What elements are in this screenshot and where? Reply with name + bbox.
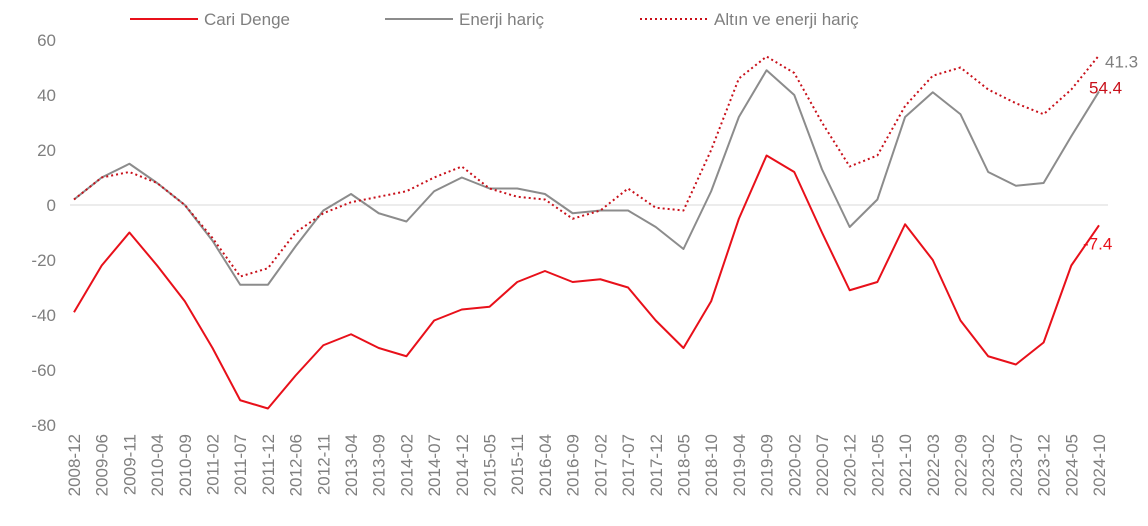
x-tick-label: 2012-06 [287, 434, 306, 496]
x-tick-label: 2014-07 [425, 434, 444, 496]
x-tick-label: 2024-10 [1090, 434, 1109, 496]
x-tick-label: 2015-11 [508, 434, 527, 495]
legend-label: Cari Denge [204, 10, 290, 29]
x-tick-label: 2010-04 [148, 434, 167, 496]
y-tick-label: -80 [31, 416, 56, 435]
x-tick-label: 2022-09 [951, 434, 970, 496]
x-tick-label: 2024-05 [1062, 434, 1081, 496]
y-tick-label: -20 [31, 251, 56, 270]
y-tick-label: 40 [37, 86, 56, 105]
end-value-label: 54.4 [1089, 78, 1122, 97]
x-tick-label: 2020-07 [813, 434, 832, 496]
end-value-label: 41.3 [1105, 52, 1138, 71]
x-tick-label: 2012-11 [314, 434, 333, 495]
x-tick-label: 2011-12 [259, 434, 278, 495]
x-tick-label: 2018-10 [702, 434, 721, 496]
x-tick-label: 2023-02 [979, 434, 998, 496]
x-tick-label: 2011-07 [231, 434, 250, 495]
x-tick-label: 2019-09 [758, 434, 777, 496]
x-tick-label: 2014-02 [397, 434, 416, 496]
x-tick-label: 2021-10 [896, 434, 915, 496]
y-tick-label: 60 [37, 31, 56, 50]
x-tick-label: 2010-09 [176, 434, 195, 496]
series-line [73, 69, 1100, 286]
x-tick-label: 2022-03 [924, 434, 943, 496]
x-tick-label: 2014-12 [453, 434, 472, 496]
x-tick-label: 2020-12 [841, 434, 860, 496]
end-value-label: -7.4 [1083, 234, 1112, 253]
x-tick-label: 2021-05 [868, 434, 887, 496]
y-tick-label: 0 [47, 196, 56, 215]
x-tick-label: 2016-04 [536, 434, 555, 496]
y-tick-label: -60 [31, 361, 56, 380]
x-tick-label: 2009-06 [93, 434, 112, 496]
y-tick-label: -40 [31, 306, 56, 325]
x-tick-label: 2017-02 [591, 434, 610, 496]
x-tick-label: 2017-07 [619, 434, 638, 496]
x-tick-label: 2016-09 [564, 434, 583, 496]
series-line [73, 54, 1100, 278]
series-line [73, 154, 1100, 410]
x-tick-label: 2009-11 [120, 434, 139, 495]
x-tick-label: 2017-12 [647, 434, 666, 496]
x-tick-label: 2013-09 [370, 434, 389, 496]
x-tick-label: 2008-12 [65, 434, 84, 496]
legend-label: Enerji hariç [459, 10, 545, 29]
x-tick-label: 2023-07 [1007, 434, 1026, 496]
x-tick-label: 2013-04 [342, 434, 361, 496]
x-tick-label: 2015-05 [481, 434, 500, 496]
x-tick-label: 2018-05 [674, 434, 693, 496]
x-tick-label: 2023-12 [1035, 434, 1054, 496]
legend-label: Altın ve enerji hariç [714, 10, 859, 29]
x-tick-label: 2019-04 [730, 434, 749, 496]
x-tick-label: 2011-02 [204, 434, 223, 495]
x-tick-label: 2020-02 [785, 434, 804, 496]
y-tick-label: 20 [37, 141, 56, 160]
